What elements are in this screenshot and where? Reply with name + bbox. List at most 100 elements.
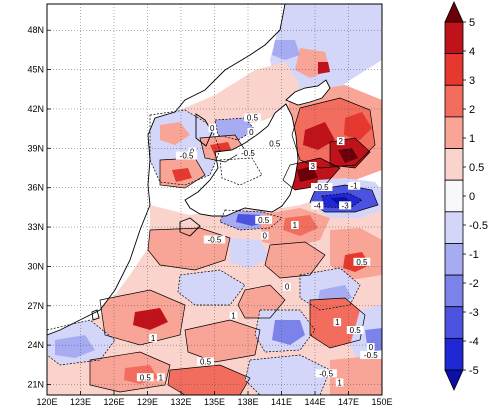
lat-tick-label-45N: 45N xyxy=(27,65,44,75)
contour-label: -3 xyxy=(342,201,350,210)
colorbar-swatch xyxy=(444,337,464,371)
colorbar-swatch xyxy=(444,243,464,276)
colorbar-swatch xyxy=(444,148,464,181)
contour-label: -4 xyxy=(314,201,322,210)
contour-label: 3 xyxy=(311,162,316,171)
contour-label-bg xyxy=(353,257,371,266)
colorbar-swatch xyxy=(444,179,464,213)
contour-label-bg xyxy=(346,326,364,335)
contour-label-bg xyxy=(247,127,256,136)
contour-label-bg xyxy=(255,215,273,224)
contour-label: 0.5 xyxy=(140,373,152,382)
lon-tick-label-138E: 138E xyxy=(237,397,258,407)
lat-tick-label-48N: 48N xyxy=(27,25,44,35)
colorbar-swatch xyxy=(444,116,464,149)
contour-label-bg xyxy=(244,113,261,122)
contour-label: 0.5 xyxy=(200,358,212,367)
contour-label-bg xyxy=(237,148,259,157)
contour-label-bg xyxy=(339,201,352,210)
lon-tick-label-135E: 135E xyxy=(204,397,225,407)
contour-label-bg xyxy=(335,378,344,387)
lat-tick-label-24N: 24N xyxy=(27,340,44,350)
lon-tick-label-129E: 129E xyxy=(137,397,158,407)
contour-label: 1 xyxy=(231,312,236,321)
lon-tick-label-147E: 147E xyxy=(338,397,359,407)
contour-label: -0.5 xyxy=(241,149,255,158)
colorbar-swatch xyxy=(444,211,464,244)
contour-label-bg xyxy=(315,369,337,378)
colorbar-label: -5 xyxy=(469,365,479,377)
contour-label: 1 xyxy=(335,318,340,327)
contour-label: 0 xyxy=(285,283,290,292)
contour-label-bg xyxy=(203,235,226,244)
colorbar-swatch xyxy=(444,369,464,391)
colorbar-label: -4 xyxy=(469,336,479,348)
lat-tick-label-33N: 33N xyxy=(27,222,44,232)
colorbar-swatch xyxy=(444,1,464,23)
contour-label-bg xyxy=(208,123,217,132)
lat-tick-label-39N: 39N xyxy=(27,143,44,153)
grid-lines xyxy=(47,4,382,395)
lon-tick-label-123E: 123E xyxy=(70,397,91,407)
contour-label-bg xyxy=(197,357,214,366)
latitude-ticks: 21N 24N 27N 30N 33N 36N 39N 42N 45N 48N xyxy=(27,25,51,390)
lat-tick-label-42N: 42N xyxy=(27,104,44,114)
contour-label: 0 xyxy=(369,343,374,352)
contour-label-bg xyxy=(136,373,154,382)
contour-label: -0.5 xyxy=(180,152,194,161)
contour-label: 1 xyxy=(159,373,164,382)
contour-label: 1 xyxy=(293,221,298,230)
contour-label-bg xyxy=(367,343,375,352)
contour-label: 0 xyxy=(263,232,268,241)
subtropical-anomaly-patches xyxy=(47,208,382,395)
contour-label: -0.5 xyxy=(315,183,329,192)
longitude-ticks: 120E 123E 126E 129E 132E 135E 138E 141E 144E 147E… xyxy=(36,391,393,407)
contour-label: -0.5 xyxy=(208,235,222,244)
colorbar-label: 0.5 xyxy=(469,162,484,174)
colorbar-swatch xyxy=(444,21,464,55)
lon-tick-label-141E: 141E xyxy=(271,397,292,407)
contour-label-bg xyxy=(333,318,342,327)
colorbar: 5 4 3 2 1 0.5 0 -0.5 -1 -2 -3 -4 -5 xyxy=(444,1,488,391)
colorbar-label: -2 xyxy=(469,278,479,290)
contour-label-bg xyxy=(311,183,333,192)
lon-tick-label-120E: 120E xyxy=(36,397,57,407)
lon-tick-label-132E: 132E xyxy=(170,397,191,407)
lon-tick-label-126E: 126E xyxy=(103,397,124,407)
contour-label-bg xyxy=(149,333,157,342)
lat-tick-label-30N: 30N xyxy=(27,261,44,271)
lon-tick-label-150E: 150E xyxy=(371,397,392,407)
negative-contour-lines xyxy=(47,109,363,395)
contour-label: 0 xyxy=(210,124,215,133)
contour-label-bg xyxy=(260,231,269,240)
contour-label: -0.5 xyxy=(319,369,333,378)
contour-label: 0.5 xyxy=(258,216,270,225)
colorbar-swatch xyxy=(444,84,464,118)
colorbar-label: -1 xyxy=(469,249,479,261)
contour-label: 2 xyxy=(338,137,343,146)
colorbar-label: -0.5 xyxy=(469,220,488,232)
contour-label: 0.5 xyxy=(356,258,368,267)
contour-label: 1 xyxy=(337,379,342,388)
contour-label: 1 xyxy=(151,334,156,343)
colorbar-label: -3 xyxy=(469,307,479,319)
colorbar-label: 3 xyxy=(469,75,475,87)
contour-label-bg xyxy=(336,137,345,146)
colorbar-swatch xyxy=(444,306,464,339)
contour-label: -1 xyxy=(351,182,359,191)
anomaly-field: 0 0 -0.5 -0.5 0.5 0 0.5 2 3 -0.5 -1 -4 -3 0.5 1 0 -0.5 0.… xyxy=(47,4,382,395)
lat-tick-label-21N: 21N xyxy=(27,380,44,390)
colorbar-label: 4 xyxy=(469,46,475,58)
contour-label-bg xyxy=(308,162,317,171)
contour-label: 0 xyxy=(249,128,254,137)
contour-label-bg xyxy=(266,139,284,148)
map-plot-area: 0 0 -0.5 -0.5 0.5 0 0.5 2 3 -0.5 -1 -4 -3 0.5 1 0 -0.5 0.… xyxy=(27,3,393,407)
coastlines xyxy=(47,4,331,336)
contour-label-bg xyxy=(291,221,299,230)
contour-label: 0.5 xyxy=(269,140,281,149)
colorbar-swatch xyxy=(444,53,464,86)
contour-label-bg xyxy=(283,282,291,291)
contour-label-bg xyxy=(347,181,361,190)
contour-label: 0.5 xyxy=(350,326,362,335)
